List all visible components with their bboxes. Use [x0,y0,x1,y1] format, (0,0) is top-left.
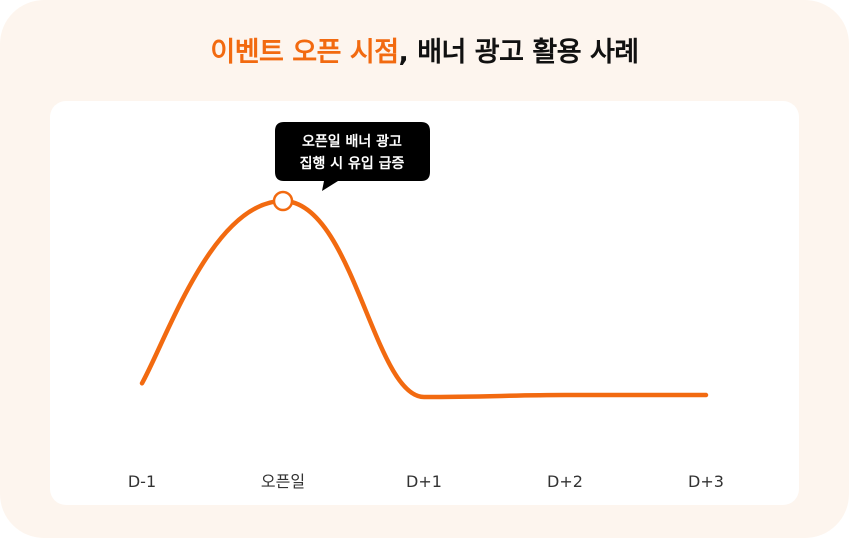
tooltip-line-2: 집행 시 유입 급증 [300,155,405,172]
x-axis-ticks: D-1 오픈일 D+1 D+2 D+3 [128,472,724,491]
chart-title-rest: , 배너 광고 활용 사례 [398,37,640,68]
chart-title-highlight: 이벤트 오픈 시점 [210,37,399,68]
peak-marker [272,190,294,212]
x-tick-label: D+1 [406,472,442,491]
tooltip-line-1: 오픈일 배너 광고 [302,133,402,150]
x-tick-label: 오픈일 [261,472,305,491]
x-tick-label: D+3 [688,472,724,491]
chart-title: 이벤트 오픈 시점, 배너 광고 활용 사례 [0,30,849,69]
x-tick-label: D-1 [128,472,156,491]
tooltip-bubble [275,122,430,191]
peak-annotation-tooltip: 오픈일 배너 광고 집행 시 유입 급증 [275,122,430,191]
x-tick-label: D+2 [547,472,583,491]
series-line [139,198,709,400]
